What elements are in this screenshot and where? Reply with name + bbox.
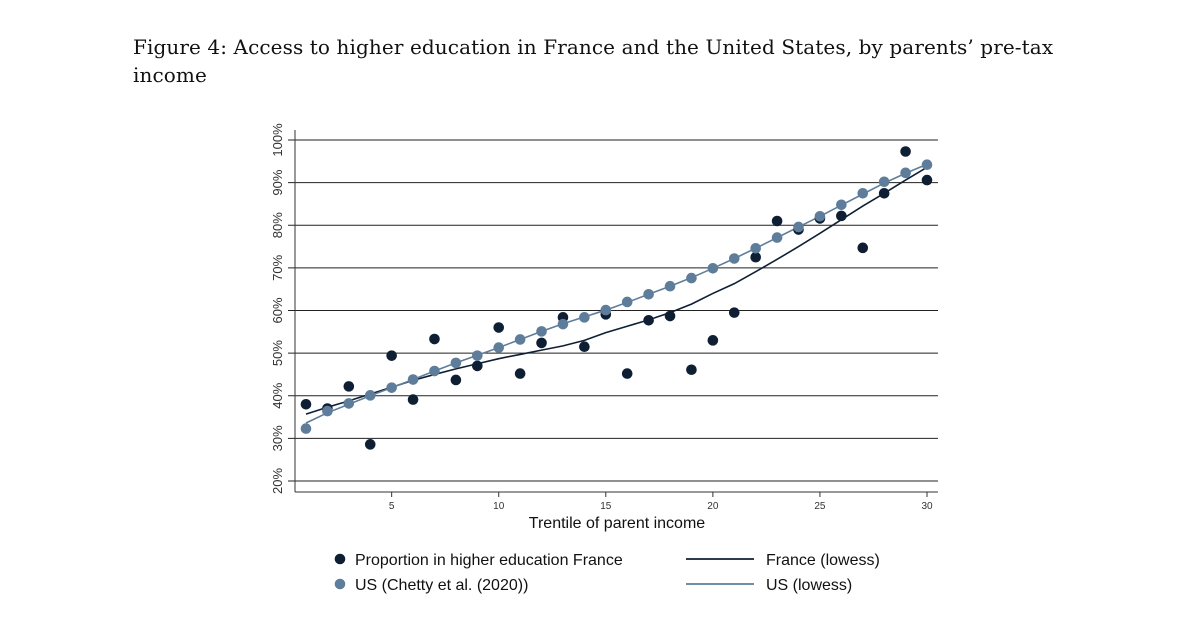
us-point — [300, 423, 312, 434]
france-point — [643, 315, 654, 326]
us-point — [493, 342, 505, 353]
us-point — [750, 242, 761, 254]
us-point — [386, 382, 397, 393]
us-point — [771, 232, 783, 243]
us-point — [472, 350, 483, 361]
x-tick-label: 15 — [600, 501, 612, 512]
us-point — [793, 221, 804, 233]
x-tick-label: 10 — [493, 501, 505, 512]
france-point — [429, 333, 440, 345]
us-point — [814, 210, 826, 222]
france-point — [621, 368, 633, 379]
legend-label: US (Chetty et al. (2020)) — [355, 577, 528, 594]
us-point — [450, 357, 462, 369]
x-tick-label: 5 — [389, 501, 395, 512]
france-point — [686, 364, 697, 376]
us-point — [322, 405, 333, 417]
us-point — [921, 159, 933, 171]
y-tick-label: 60% — [270, 297, 285, 323]
lowess-line-france-lowess- — [305, 166, 928, 415]
us-point — [836, 199, 847, 211]
us-point — [429, 365, 440, 377]
us-point — [707, 263, 719, 274]
us-point — [343, 398, 355, 409]
france-point — [664, 310, 676, 322]
france-point — [493, 322, 505, 333]
x-axis-label: Trentile of parent income — [529, 515, 705, 532]
us-point — [664, 280, 676, 292]
legend-label: US (lowess) — [766, 577, 852, 594]
x-tick-label: 30 — [921, 501, 933, 512]
us-point — [621, 296, 633, 308]
france-point — [579, 341, 590, 353]
y-tick-label: 100% — [270, 123, 285, 157]
x-tick-label: 25 — [814, 501, 826, 512]
y-tick-label: 30% — [270, 425, 285, 451]
us-point — [364, 390, 376, 401]
legend-marker — [334, 578, 346, 590]
y-tick-label: 50% — [270, 340, 285, 366]
figure-caption: Figure 4: Access to higher education in … — [133, 35, 1054, 87]
y-tick-label: 80% — [270, 212, 285, 238]
france-point — [514, 368, 526, 379]
y-tick-label: 20% — [270, 468, 285, 494]
us-point — [686, 272, 697, 284]
france-point — [836, 210, 847, 222]
france-point — [900, 146, 911, 157]
france-point — [386, 350, 397, 361]
lowess-line-us-lowess- — [305, 163, 928, 424]
legend-label: Proportion in higher education France — [355, 552, 623, 569]
y-tick-label: 90% — [270, 169, 285, 195]
legend-label: France (lowess) — [766, 552, 880, 569]
us-point — [600, 304, 612, 316]
france-point — [771, 215, 783, 227]
y-tick-label: 40% — [270, 382, 285, 408]
us-point — [536, 326, 547, 337]
us-point — [643, 289, 654, 300]
france-point — [878, 187, 890, 199]
us-point — [728, 253, 740, 264]
us-point — [514, 334, 526, 345]
y-tick-label: 70% — [270, 254, 285, 280]
france-point — [450, 374, 462, 386]
us-point — [878, 176, 890, 188]
legend-marker — [334, 553, 346, 565]
x-tick-label: 20 — [707, 501, 719, 512]
france-point — [300, 398, 312, 410]
france-point — [707, 335, 719, 346]
france-point — [343, 381, 355, 392]
france-point — [857, 242, 869, 254]
france-point — [921, 174, 933, 186]
us-point — [900, 167, 911, 179]
us-point — [857, 187, 869, 199]
us-point — [579, 312, 590, 323]
us-point — [557, 318, 569, 330]
france-point — [750, 251, 761, 263]
france-point — [536, 337, 547, 349]
france-point — [728, 307, 740, 318]
france-point — [472, 360, 483, 372]
france-point — [407, 394, 419, 405]
france-point — [364, 439, 376, 450]
us-point — [407, 374, 419, 385]
